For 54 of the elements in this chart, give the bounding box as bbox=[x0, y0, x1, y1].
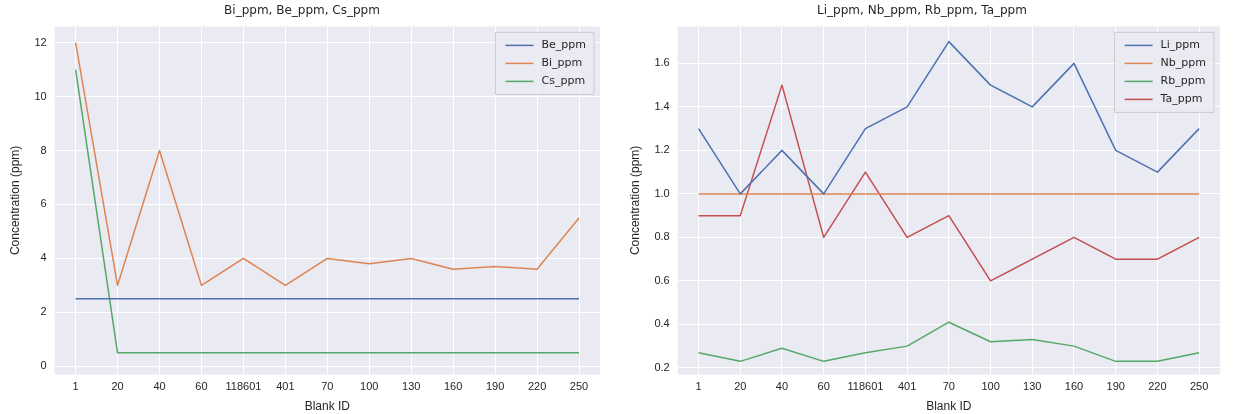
x-tick-label: 130 bbox=[402, 380, 421, 393]
y-tick-label: 6 bbox=[40, 197, 47, 210]
y-tick-label: 0 bbox=[40, 359, 47, 372]
x-tick-label: 118601 bbox=[847, 380, 884, 393]
x-tick-label: 100 bbox=[981, 380, 1000, 393]
legend-label: Nb_ppm bbox=[1160, 56, 1207, 70]
y-tick-label: 2 bbox=[40, 305, 47, 318]
y-tick-label: 8 bbox=[40, 143, 47, 156]
x-tick-label: 70 bbox=[321, 380, 334, 393]
legend-label: Rb_ppm bbox=[1160, 74, 1206, 88]
x-tick-label: 1 bbox=[72, 380, 79, 393]
legend-label: Bi_ppm bbox=[541, 56, 583, 70]
y-tick-label: 0.2 bbox=[654, 360, 670, 373]
x-tick-label: 118601 bbox=[225, 380, 262, 393]
x-tick-label: 401 bbox=[276, 380, 295, 393]
chart-title: Li_ppm, Nb_ppm, Rb_ppm, Ta_ppm bbox=[817, 3, 1027, 18]
x-tick-label: 160 bbox=[443, 380, 463, 393]
x-tick-label: 70 bbox=[942, 380, 955, 393]
x-axis-title: Blank ID bbox=[304, 399, 351, 414]
y-tick-label: 1.6 bbox=[654, 56, 670, 69]
x-tick-label: 220 bbox=[1148, 380, 1167, 393]
y-tick-label: 4 bbox=[40, 251, 47, 264]
x-tick-label: 60 bbox=[195, 380, 208, 393]
y-tick-label: 12 bbox=[34, 35, 47, 48]
y-tick-label: 1.0 bbox=[654, 186, 670, 199]
legend-label: Li_ppm bbox=[1160, 38, 1200, 52]
x-tick-label: 1 bbox=[695, 380, 702, 393]
y-tick-label: 0.8 bbox=[654, 230, 670, 243]
y-tick-label: 10 bbox=[34, 89, 47, 102]
x-axis-title: Blank ID bbox=[926, 399, 972, 414]
legend-label: Be_ppm bbox=[541, 38, 587, 52]
y-axis-title: Concentration (ppm) bbox=[7, 145, 22, 256]
x-tick-label: 160 bbox=[1064, 380, 1084, 393]
chart-title: Bi_ppm, Be_ppm, Cs_ppm bbox=[224, 3, 380, 18]
x-tick-label: 220 bbox=[527, 380, 547, 393]
y-tick-label: 1.4 bbox=[654, 99, 670, 112]
legend-label: Ta_ppm bbox=[1159, 92, 1203, 106]
x-tick-label: 40 bbox=[153, 380, 166, 393]
x-tick-label: 190 bbox=[485, 380, 505, 393]
x-tick-label: 190 bbox=[1106, 380, 1125, 393]
x-tick-label: 20 bbox=[734, 380, 747, 393]
x-tick-label: 40 bbox=[775, 380, 789, 393]
x-tick-label: 130 bbox=[1023, 380, 1042, 393]
x-tick-label: 250 bbox=[569, 380, 589, 393]
legend-label: Cs_ppm bbox=[541, 74, 586, 88]
y-tick-label: 0.6 bbox=[654, 273, 670, 286]
x-tick-label: 401 bbox=[897, 380, 917, 393]
y-tick-label: 1.2 bbox=[654, 143, 670, 156]
x-tick-label: 250 bbox=[1189, 380, 1209, 393]
x-tick-label: 60 bbox=[817, 380, 830, 393]
x-tick-label: 100 bbox=[360, 380, 379, 393]
x-tick-label: 20 bbox=[111, 380, 124, 393]
y-tick-label: 0.4 bbox=[654, 317, 670, 330]
y-axis-title: Concentration (ppm) bbox=[627, 145, 642, 256]
